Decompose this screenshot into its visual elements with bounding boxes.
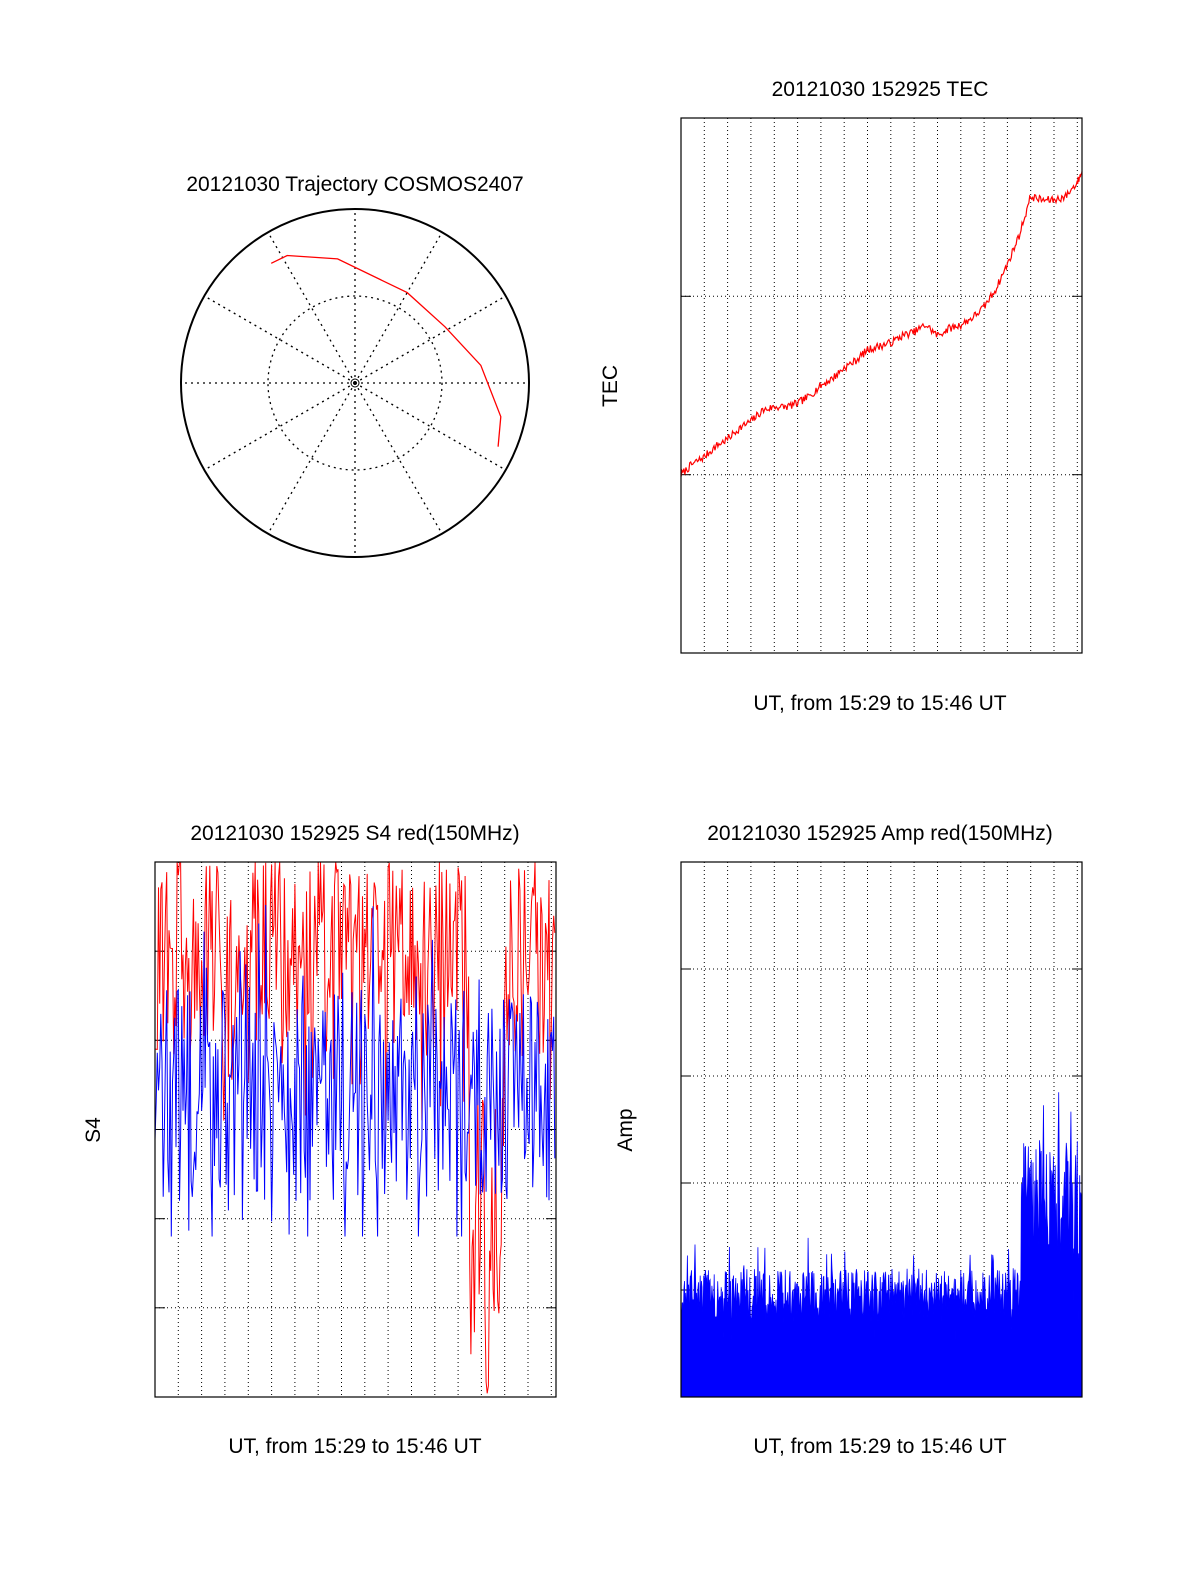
polar-grid — [180, 208, 530, 558]
plot-frame — [680, 117, 1083, 654]
amp-title: 20121030 152925 Amp red(150MHz) — [707, 822, 1053, 845]
s4-title: 20121030 152925 S4 red(150MHz) — [190, 822, 519, 845]
plot-frame — [680, 861, 1083, 1398]
polar-center — [350, 378, 360, 388]
s4-panel: 20121030 152925 S4 red(150MHz) S4 UT, fr… — [82, 822, 557, 1458]
polar-spoke — [354, 382, 507, 471]
polar-trajectory-panel: 20121030 Trajectory COSMOS2407 — [180, 173, 530, 558]
polar-spoke — [203, 295, 356, 384]
polar-spoke — [354, 231, 443, 384]
tec-panel: 20121030 152925 TEC TEC UT, from 15:29 t… — [599, 78, 1083, 715]
polar-track-line — [270, 254, 502, 447]
polar-spoke — [203, 382, 356, 471]
tec-ylabel: TEC — [599, 365, 622, 407]
polar-inner-circle — [267, 295, 443, 471]
amp-series-area — [680, 1092, 1083, 1398]
tec-xlabel: UT, from 15:29 to 15:46 UT — [753, 692, 1006, 715]
s4-blue-series — [154, 904, 556, 1237]
amp-plot-area — [680, 861, 1083, 1398]
polar-track — [270, 254, 502, 447]
tec-title: 20121030 152925 TEC — [772, 78, 989, 101]
amp-panel: 20121030 152925 Amp red(150MHz) Amp UT, … — [614, 822, 1083, 1458]
s4-xlabel: UT, from 15:29 to 15:46 UT — [228, 1435, 481, 1458]
amp-ylabel: Amp — [614, 1108, 637, 1151]
s4-plot-area — [154, 861, 557, 1398]
polar-spoke — [267, 382, 356, 535]
s4-red-series — [154, 861, 556, 1394]
s4-ylabel: S4 — [82, 1117, 105, 1143]
amp-xlabel: UT, from 15:29 to 15:46 UT — [753, 1435, 1006, 1458]
polar-outer-circle — [180, 208, 530, 558]
polar-title: 20121030 Trajectory COSMOS2407 — [186, 173, 523, 196]
tec-plot-area — [680, 117, 1083, 654]
polar-spoke — [267, 231, 356, 384]
polar-spoke — [354, 382, 443, 535]
plot-frame — [154, 861, 557, 1398]
polar-spoke — [354, 295, 507, 384]
tec-series-line — [680, 171, 1083, 477]
